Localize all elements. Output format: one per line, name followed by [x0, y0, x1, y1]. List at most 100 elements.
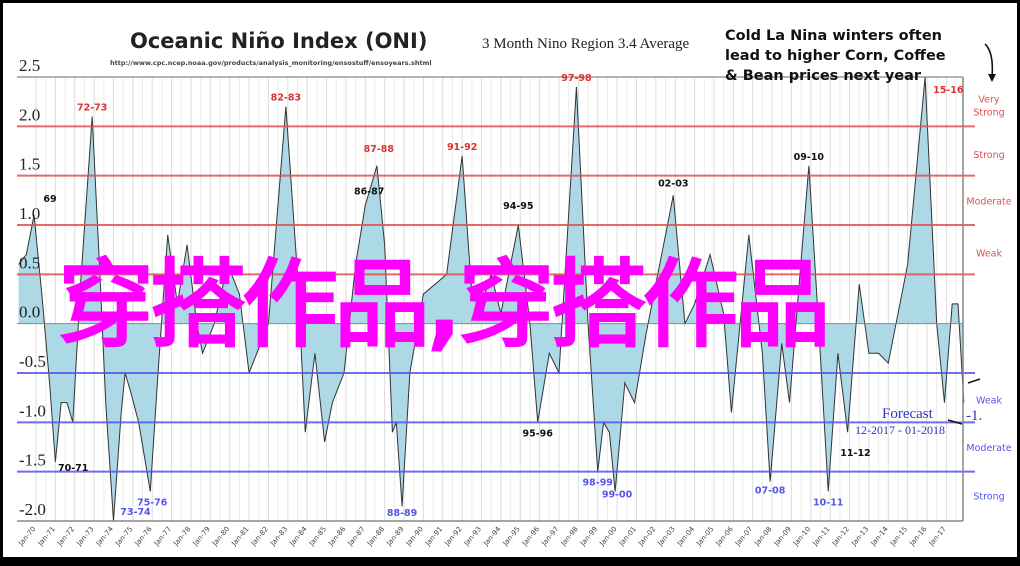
x-tick-label: Jan-02 [636, 525, 657, 548]
overlay-watermark-text: 穿搭作品,穿搭作品 [58, 249, 826, 361]
source-url[interactable]: http://www.cpc.ncep.noaa.gov/products/an… [110, 59, 432, 67]
oni-line [18, 76, 965, 522]
x-tick-label: Jan-13 [849, 525, 870, 548]
x-tick-label: Jan-88 [365, 525, 386, 548]
strength-labels: Very Strong Strong Moderate Weak Weak Moderate… [966, 95, 1011, 503]
x-tick-label: Jan-04 [675, 525, 696, 548]
event-label: 09-10 [794, 152, 825, 163]
x-tick-label: Jan-12 [830, 525, 851, 548]
note-arrow-icon [984, 43, 994, 79]
event-label: 97-98 [561, 73, 592, 84]
chart-title: Oceanic Niño Index (ONI) [130, 29, 427, 53]
y-tick-labels: 2.5 2.0 1.5 1.0 0.5 0.0 -0.5 -1.0 -1.5 -2.0 [19, 56, 46, 519]
x-tick-label: Jan-72 [55, 525, 76, 548]
x-tick-label: Jan-76 [133, 525, 154, 548]
event-label: 72-73 [77, 102, 107, 113]
y-tick-label: -1.5 [19, 451, 46, 470]
event-label: 88-89 [387, 508, 417, 519]
event-label: 95-96 [522, 428, 553, 439]
event-label: 69 [43, 194, 56, 205]
x-tick-label: Jan-75 [113, 525, 134, 548]
event-label: 15-16 [933, 85, 964, 96]
x-tick-label: Jan-95 [501, 525, 522, 548]
x-tick-label: Jan-82 [249, 525, 270, 548]
forecast-value: -1. [966, 408, 982, 424]
x-tick-label: Jan-05 [694, 525, 715, 548]
x-tick-label: Jan-92 [443, 525, 464, 548]
strength-label: Moderate [966, 443, 1011, 454]
y-tick-label: -2.0 [19, 500, 46, 519]
x-tick-label: Jan-90 [404, 525, 425, 548]
strength-label: Moderate [966, 196, 1011, 207]
x-tick-label: Jan-74 [94, 525, 115, 548]
note-line-2: lead to higher Corn, Coffee [725, 48, 946, 64]
oni-area-fill [18, 77, 964, 521]
x-tick-label: Jan-07 [733, 525, 754, 548]
strength-label: Weak [976, 249, 1003, 260]
event-label: 02-03 [658, 178, 688, 189]
y-tick-label: 0.5 [19, 253, 40, 272]
x-tick-label: Jan-79 [191, 525, 212, 548]
x-tick-label: Jan-98 [559, 525, 580, 548]
x-tick-label: Jan-96 [520, 525, 541, 548]
strength-label: Very [978, 95, 1000, 106]
event-label: 11-12 [840, 448, 870, 459]
forecast-label: Forecast [882, 406, 934, 422]
x-tick-label: Jan-97 [539, 525, 560, 548]
x-tick-label: Jan-86 [326, 525, 347, 548]
note-line-3: & Bean prices next year [725, 68, 922, 84]
event-label: 73-74 [120, 507, 151, 518]
x-tick-label: Jan-09 [772, 525, 793, 548]
y-tick-label: -1.0 [19, 401, 46, 420]
x-tick-label: Jan-03 [656, 525, 677, 548]
y-tick-label: 2.0 [19, 105, 40, 124]
chart-subtitle: 3 Month Nino Region 3.4 Average [482, 36, 690, 52]
x-tick-label: Jan-15 [888, 525, 909, 548]
event-label: 86-87 [354, 186, 384, 197]
x-tick-label: Jan-70 [16, 525, 37, 548]
x-tick-label: Jan-78 [171, 525, 192, 548]
y-tick-label: 1.5 [19, 155, 40, 174]
x-tick-label: Jan-11 [811, 525, 832, 548]
axes [17, 76, 964, 522]
strength-label: Strong [973, 491, 1004, 502]
event-label: 82-83 [271, 93, 301, 104]
event-label: 91-92 [447, 142, 477, 153]
event-label: 75-76 [137, 497, 168, 508]
x-tick-label: Jan-16 [907, 525, 928, 548]
x-tick-label: Jan-73 [75, 525, 96, 548]
x-tick-label: Jan-99 [578, 525, 599, 548]
event-label: 10-11 [813, 497, 843, 508]
event-labels: 69 72-73 82-83 86-87 87-88 91-92 94-95 97-98 02-… [43, 73, 964, 519]
x-tick-label: Jan-77 [152, 525, 173, 548]
y-tick-label: 0.0 [19, 303, 40, 322]
y-tick-label: -0.5 [19, 352, 46, 371]
x-tick-label: Jan-87 [346, 525, 367, 548]
x-tick-label: Jan-94 [481, 525, 502, 548]
strength-label: Weak [976, 396, 1003, 407]
x-tick-label: Jan-71 [36, 525, 57, 548]
event-label: 94-95 [503, 201, 533, 212]
x-tick-label: Jan-17 [927, 525, 948, 548]
forecast-period: 12-2017 - 01-2018 [855, 423, 945, 437]
x-tick-label: Jan-83 [268, 525, 289, 548]
x-tick-label: Jan-01 [617, 525, 638, 548]
x-tick-label: Jan-00 [598, 525, 619, 548]
event-label: 87-88 [364, 144, 395, 155]
x-tick-label: Jan-10 [791, 525, 812, 548]
event-label: 99-00 [602, 490, 633, 501]
forecast-arrow-icon [947, 419, 963, 425]
strength-label: Strong [973, 108, 1004, 119]
oni-area-series [18, 76, 965, 522]
event-label: 98-99 [583, 478, 613, 489]
x-tick-label: Jan-91 [423, 525, 444, 548]
x-tick-label: Jan-08 [753, 525, 774, 548]
x-tick-label: Jan-06 [714, 525, 735, 548]
x-tick-label: Jan-85 [307, 525, 328, 548]
x-tick-labels: Jan-70Jan-71Jan-72Jan-73Jan-74Jan-75Jan-… [16, 525, 947, 548]
event-label: 07-08 [755, 486, 786, 497]
event-label: 70-71 [58, 463, 88, 474]
forecast-arrow-icon-2 [967, 378, 981, 384]
